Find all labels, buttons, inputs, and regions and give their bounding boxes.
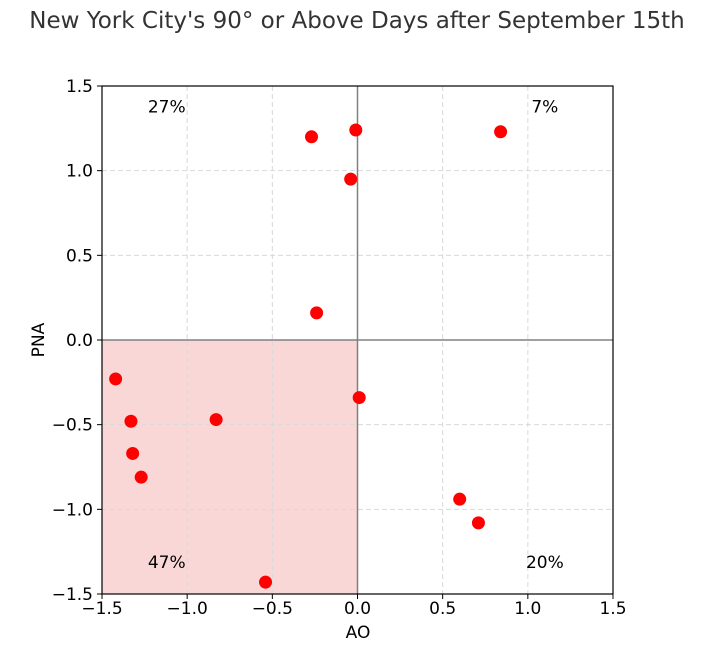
data-point: [494, 125, 508, 139]
quadrant-percentage: 7%: [531, 97, 558, 117]
y-tick-label: −1.0: [52, 500, 93, 520]
x-tick-label: 1.5: [599, 599, 626, 619]
x-tick-label: −1.5: [81, 599, 122, 619]
data-points: [109, 123, 508, 589]
data-point: [126, 446, 140, 460]
chart-title: New York City's 90° or Above Days after …: [29, 8, 684, 34]
y-tick-label: 1.0: [66, 162, 93, 182]
data-point: [124, 414, 138, 428]
y-tick-label: −0.5: [52, 416, 93, 436]
quadrant-percentage: 47%: [148, 553, 186, 573]
data-point: [209, 413, 223, 427]
quadrant-percentage: 27%: [148, 97, 186, 117]
x-axis-label: AO: [346, 623, 371, 643]
y-tick-label: −1.5: [52, 585, 93, 605]
y-tick-label: 1.5: [66, 77, 93, 97]
x-tick-label: −1.0: [167, 599, 208, 619]
data-point: [305, 130, 319, 144]
data-point: [344, 172, 358, 186]
data-point: [310, 306, 324, 320]
data-point: [109, 372, 123, 386]
x-tick-label: −0.5: [252, 599, 293, 619]
zero-lines: [102, 86, 613, 594]
x-axis-ticks: −1.5 −1.0 −0.5 0.0 0.5 1.0 1.5: [81, 594, 627, 619]
data-point: [134, 470, 148, 484]
data-point: [352, 391, 366, 405]
x-tick-label: 0.0: [344, 599, 371, 619]
quadrant-annotations: 27% 7% 47% 20%: [148, 97, 564, 573]
x-tick-label: 1.0: [514, 599, 541, 619]
x-tick-label: 0.5: [429, 599, 456, 619]
data-point: [453, 492, 467, 506]
quadrant-percentage: 20%: [526, 553, 564, 573]
data-point: [259, 575, 273, 589]
data-point: [349, 123, 363, 137]
shaded-quadrant: [102, 340, 358, 594]
data-point: [471, 516, 485, 530]
y-axis-ticks: −1.5 −1.0 −0.5 0.0 0.5 1.0 1.5: [52, 77, 102, 605]
y-tick-label: 0.5: [66, 246, 93, 266]
y-tick-label: 0.0: [66, 331, 93, 351]
y-axis-label: PNA: [29, 322, 49, 357]
